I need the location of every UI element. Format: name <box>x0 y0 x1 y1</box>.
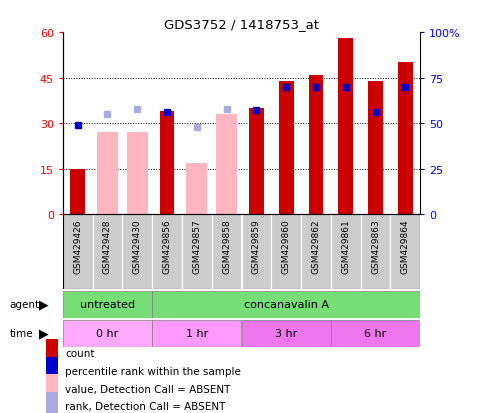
Text: rank, Detection Call = ABSENT: rank, Detection Call = ABSENT <box>65 401 226 411</box>
Bar <box>46 339 58 364</box>
Text: GSM429863: GSM429863 <box>371 218 380 273</box>
Text: ▶: ▶ <box>39 298 48 311</box>
Bar <box>186 163 207 215</box>
Text: count: count <box>65 349 95 358</box>
Bar <box>390 215 420 289</box>
Bar <box>122 215 152 289</box>
Bar <box>361 215 390 289</box>
Bar <box>97 133 118 215</box>
Bar <box>301 215 331 289</box>
Text: GSM429861: GSM429861 <box>341 218 350 273</box>
Bar <box>46 357 58 382</box>
Bar <box>159 112 174 215</box>
Text: 6 hr: 6 hr <box>364 328 387 339</box>
Bar <box>63 291 152 318</box>
Text: 3 hr: 3 hr <box>275 328 298 339</box>
Title: GDS3752 / 1418753_at: GDS3752 / 1418753_at <box>164 17 319 31</box>
Text: untreated: untreated <box>80 299 135 310</box>
Text: concanavalin A: concanavalin A <box>244 299 328 310</box>
Text: time: time <box>10 328 33 339</box>
Bar <box>271 215 301 289</box>
Text: percentile rank within the sample: percentile rank within the sample <box>65 366 241 376</box>
Text: GSM429862: GSM429862 <box>312 218 320 273</box>
Bar <box>152 320 242 347</box>
Bar <box>249 109 264 215</box>
Bar <box>127 133 148 215</box>
Text: GSM429856: GSM429856 <box>163 218 171 273</box>
Text: GSM429864: GSM429864 <box>401 218 410 273</box>
Text: GSM429426: GSM429426 <box>73 218 82 273</box>
Bar <box>398 63 413 215</box>
Bar <box>63 320 152 347</box>
Text: agent: agent <box>10 299 40 310</box>
Bar <box>331 320 420 347</box>
Text: GSM429430: GSM429430 <box>133 218 142 273</box>
Bar <box>212 215 242 289</box>
Text: GSM429428: GSM429428 <box>103 218 112 273</box>
Bar <box>309 76 324 215</box>
Bar <box>279 81 294 215</box>
Bar <box>242 215 271 289</box>
Text: value, Detection Call = ABSENT: value, Detection Call = ABSENT <box>65 384 231 394</box>
Text: GSM429857: GSM429857 <box>192 218 201 273</box>
Text: GSM429859: GSM429859 <box>252 218 261 273</box>
Text: 1 hr: 1 hr <box>185 328 208 339</box>
Text: 0 hr: 0 hr <box>96 328 119 339</box>
Bar <box>152 215 182 289</box>
Bar <box>242 320 331 347</box>
Bar <box>46 392 58 413</box>
Bar <box>46 375 58 399</box>
Bar <box>368 81 383 215</box>
Text: GSM429860: GSM429860 <box>282 218 291 273</box>
Bar <box>152 291 420 318</box>
Bar <box>93 215 122 289</box>
Bar <box>63 215 93 289</box>
Bar <box>331 215 361 289</box>
Bar <box>338 39 353 215</box>
Bar <box>216 115 237 215</box>
Text: ▶: ▶ <box>39 327 48 340</box>
Bar <box>182 215 212 289</box>
Text: GSM429858: GSM429858 <box>222 218 231 273</box>
Bar <box>70 169 85 215</box>
